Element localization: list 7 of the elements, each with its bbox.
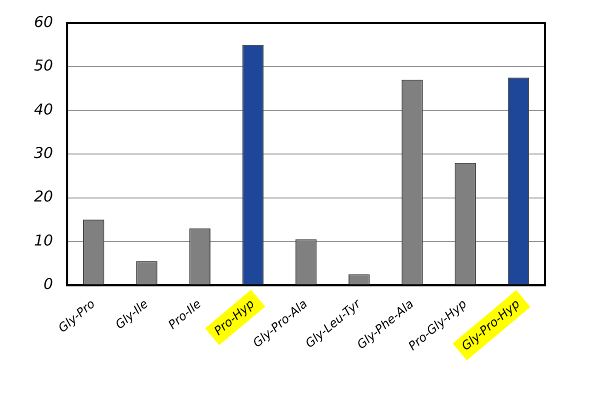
y-tick-label: 60 (34, 12, 54, 31)
y-tick-label: 0 (44, 275, 54, 294)
y-tick-label: 50 (34, 56, 54, 75)
y-tick-label: 10 (34, 231, 54, 250)
y-tick-label: 40 (34, 100, 54, 118)
y-tick-label: 30 (34, 144, 54, 162)
y-tick-label: 20 (34, 188, 54, 206)
